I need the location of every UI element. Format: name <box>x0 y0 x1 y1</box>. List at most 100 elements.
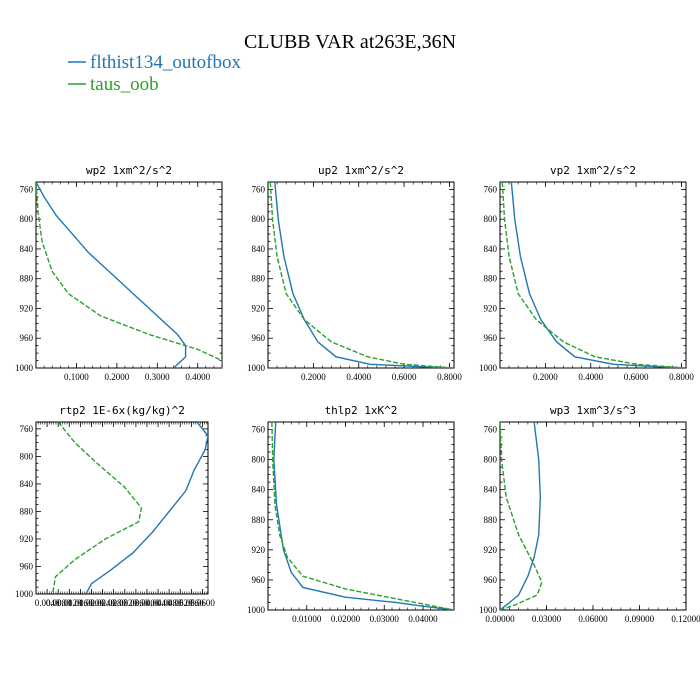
y-tick-label: 840 <box>484 485 498 495</box>
y-tick-label: 920 <box>484 303 498 313</box>
x-tick-label: 0.0480 <box>157 598 182 608</box>
y-tick-label: 920 <box>252 545 266 555</box>
panel-5: thlp2 1xK^2 760 800 840 880 920 960 1000 0.01000… <box>247 404 455 624</box>
y-tick-label: 960 <box>20 561 34 571</box>
y-tick-label: 760 <box>20 424 34 434</box>
y-tick-label: 800 <box>484 455 498 465</box>
x-tick-label: 0.00000 <box>485 614 515 624</box>
plot-frame <box>499 421 687 611</box>
series-line-2 <box>501 182 686 368</box>
x-tick-label: 0.4000 <box>578 372 603 382</box>
x-tick-label: 0.6000 <box>624 372 649 382</box>
x-tick-label: 0.6000 <box>392 372 417 382</box>
series-line-1 <box>274 182 450 368</box>
x-tick-label: 0.2000 <box>533 372 558 382</box>
y-tick-label: 1000 <box>15 589 34 599</box>
y-tick-label: 840 <box>252 485 266 495</box>
x-tick-label: 0.04000 <box>408 614 438 624</box>
series-line-2 <box>500 422 543 610</box>
x-tick-label: 0.2000 <box>301 372 326 382</box>
x-tick-label: 0.02000 <box>331 614 361 624</box>
series-line-1 <box>510 182 682 368</box>
y-tick-label: 800 <box>252 455 266 465</box>
x-tick-label: 0.0120 <box>57 598 82 608</box>
y-tick-label: 880 <box>484 274 498 284</box>
y-tick-label: 880 <box>484 515 498 525</box>
y-tick-label: 880 <box>252 274 266 284</box>
series-line-1 <box>500 422 542 610</box>
panel-title: wp2 1xm^2/s^2 <box>86 164 172 177</box>
y-tick-label: 760 <box>252 425 266 435</box>
panel-title: rtp2 1E-6x(kg/kg)^2 <box>59 404 185 417</box>
y-tick-label: 920 <box>20 303 34 313</box>
x-tick-label: 0.01000 <box>292 614 322 624</box>
y-tick-label: 880 <box>252 515 266 525</box>
series-line-2 <box>51 422 143 594</box>
x-tick-label: 0.06000 <box>578 614 608 624</box>
x-tick-label: 0.0080 <box>46 598 71 608</box>
x-tick-label: 0.0160 <box>68 598 93 608</box>
legend: flthist134_outofbox taus_oob <box>68 52 241 95</box>
panel-title: vp2 1xm^2/s^2 <box>550 164 636 177</box>
y-tick-label: 840 <box>484 244 498 254</box>
series-line-2 <box>36 182 222 368</box>
y-tick-label: 840 <box>20 244 34 254</box>
x-tick-label: 0.3000 <box>145 372 170 382</box>
x-tick-label: 0.2000 <box>104 372 129 382</box>
y-tick-label: 880 <box>20 506 34 516</box>
x-tick-label: 0.12000 <box>671 614 700 624</box>
legend-label-1: flthist134_outofbox <box>90 52 241 73</box>
x-tick-label: 0.0040 <box>35 598 60 608</box>
series-line-1 <box>85 422 208 594</box>
x-tick-label: 0.09000 <box>625 614 655 624</box>
y-tick-label: 840 <box>20 479 34 489</box>
panel-title: wp3 1xm^3/s^3 <box>550 404 636 417</box>
y-tick-label: 920 <box>20 534 34 544</box>
y-tick-label: 1000 <box>247 605 266 615</box>
y-tick-label: 800 <box>20 214 34 224</box>
plot-frame <box>267 421 455 611</box>
series-line-1 <box>273 422 454 610</box>
plot-frame <box>499 181 687 369</box>
plot-frame <box>35 421 209 595</box>
x-tick-label: 0.0440 <box>146 598 171 608</box>
panel-4: rtp2 1E-6x(kg/kg)^2 760 800 840 880 920 960 100… <box>15 404 215 608</box>
y-tick-label: 760 <box>484 425 498 435</box>
series-line-2 <box>271 422 454 610</box>
x-tick-label: 0.4000 <box>346 372 371 382</box>
x-tick-label: 0.0560 <box>179 598 204 608</box>
y-tick-label: 960 <box>484 333 498 343</box>
panels: wp2 1xm^2/s^2 760 800 840 880 920 960 1000 0.100… <box>15 164 700 624</box>
x-tick-label: 0.03000 <box>370 614 400 624</box>
x-tick-label: 0.4000 <box>185 372 210 382</box>
plot-frame <box>35 181 223 369</box>
y-tick-label: 800 <box>484 214 498 224</box>
series-line-2 <box>269 182 454 368</box>
y-tick-label: 960 <box>20 333 34 343</box>
y-tick-label: 1000 <box>15 363 34 373</box>
x-tick-label: 0.03000 <box>532 614 562 624</box>
panel-1: wp2 1xm^2/s^2 760 800 840 880 920 960 1000 0.100… <box>15 164 223 382</box>
x-tick-label: 0.0320 <box>112 598 137 608</box>
panel-3: vp2 1xm^2/s^2 760 800 840 880 920 960 1000 0.200… <box>479 164 694 382</box>
panel-2: up2 1xm^2/s^2 760 800 840 880 920 960 1000 0.200… <box>247 164 462 382</box>
x-tick-label: 0.0360 <box>123 598 148 608</box>
x-tick-label: 0.8000 <box>669 372 694 382</box>
series-line-1 <box>36 182 187 368</box>
x-tick-label: 0.0200 <box>79 598 104 608</box>
y-tick-label: 1000 <box>247 363 266 373</box>
y-tick-label: 800 <box>20 451 34 461</box>
y-tick-label: 1000 <box>479 605 498 615</box>
x-tick-label: 0.0240 <box>90 598 115 608</box>
y-tick-label: 880 <box>20 274 34 284</box>
y-tick-label: 960 <box>252 575 266 585</box>
y-tick-label: 920 <box>252 303 266 313</box>
panel-title: up2 1xm^2/s^2 <box>318 164 404 177</box>
y-tick-label: 960 <box>252 333 266 343</box>
x-tick-label: 0.0600 <box>190 598 215 608</box>
panel-title: thlp2 1xK^2 <box>325 404 398 417</box>
y-tick-label: 760 <box>252 184 266 194</box>
x-tick-label: 0.0520 <box>168 598 193 608</box>
y-tick-label: 1000 <box>479 363 498 373</box>
